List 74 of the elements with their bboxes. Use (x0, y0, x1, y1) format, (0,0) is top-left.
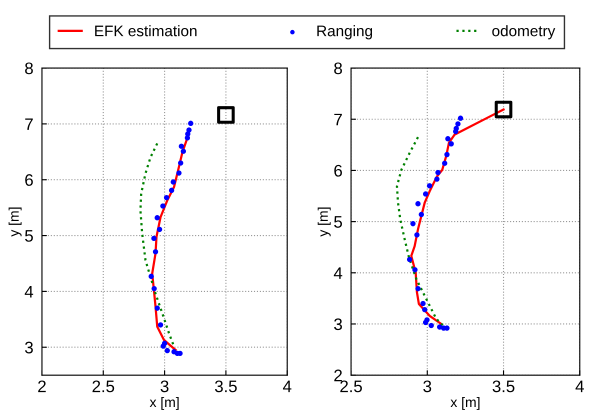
x-tick-label: 2.5 (340, 380, 362, 392)
y-tick-label: 2 (334, 370, 342, 382)
point (160, 343, 166, 349)
point (152, 286, 157, 292)
point (168, 188, 174, 193)
x-tick-label: 4 (576, 380, 584, 392)
point (188, 120, 194, 126)
point (176, 170, 182, 176)
y-tick-label: 7 (334, 114, 342, 126)
point (412, 267, 418, 272)
y-axis-title: y [m] (318, 208, 331, 237)
point (422, 320, 428, 326)
point (435, 170, 441, 176)
x-tick-label: 4 (282, 380, 292, 392)
point (186, 127, 192, 133)
point (158, 322, 164, 328)
point (410, 221, 416, 226)
point (494, 100, 512, 118)
point (428, 322, 434, 328)
point (448, 141, 454, 146)
point (151, 236, 157, 242)
point (418, 212, 424, 218)
point (426, 183, 432, 188)
y-tick-label: 7 (25, 118, 33, 130)
y-axis-title: y [m] (8, 208, 22, 237)
x-tick-label: 3 (160, 380, 168, 392)
point (217, 106, 235, 124)
point (178, 144, 184, 149)
y-tick-label: 4 (334, 267, 342, 279)
x-axis-title: x [m] (150, 396, 179, 410)
legend-label: Ranging (317, 25, 372, 40)
x-tick-label: 2 (38, 380, 46, 392)
point (152, 249, 158, 254)
point (458, 116, 464, 121)
point (184, 135, 190, 141)
x-tick-label: 3 (423, 380, 432, 392)
y-tick-label: 3 (24, 342, 33, 354)
y-tick-label: 8 (334, 62, 342, 74)
y-tick-label: 5 (25, 230, 33, 242)
point (442, 160, 448, 166)
point (455, 121, 461, 127)
point (444, 152, 450, 158)
point (422, 306, 428, 312)
point (414, 232, 420, 238)
point (445, 136, 451, 142)
point (156, 226, 162, 232)
y-tick-label: 4 (24, 286, 34, 298)
x-tick-label: 2.5 (92, 380, 114, 392)
x-axis-title: x [m] (450, 396, 480, 410)
point (154, 215, 160, 220)
point (415, 286, 421, 292)
point (178, 160, 184, 166)
point (406, 256, 412, 262)
y-tick-label: 6 (334, 164, 342, 177)
legend-label: EFK estimation (95, 25, 196, 36)
y-tick-label: 6 (25, 174, 33, 186)
point (170, 179, 176, 185)
x-tick-label: 3.5 (492, 380, 514, 392)
point (164, 348, 170, 354)
point (148, 274, 154, 279)
point (420, 300, 426, 306)
point (415, 201, 421, 206)
y-tick-label: 3 (334, 318, 342, 330)
y-tick-label: 8 (25, 62, 33, 74)
point (434, 176, 440, 182)
point (164, 194, 170, 200)
point (422, 191, 428, 197)
point (436, 324, 442, 330)
point (180, 148, 186, 154)
x-tick-label: 3.5 (214, 380, 237, 392)
point (154, 306, 160, 311)
y-tick-label: 5 (334, 216, 342, 228)
point (160, 203, 166, 209)
legend-label: odometry (492, 25, 556, 40)
